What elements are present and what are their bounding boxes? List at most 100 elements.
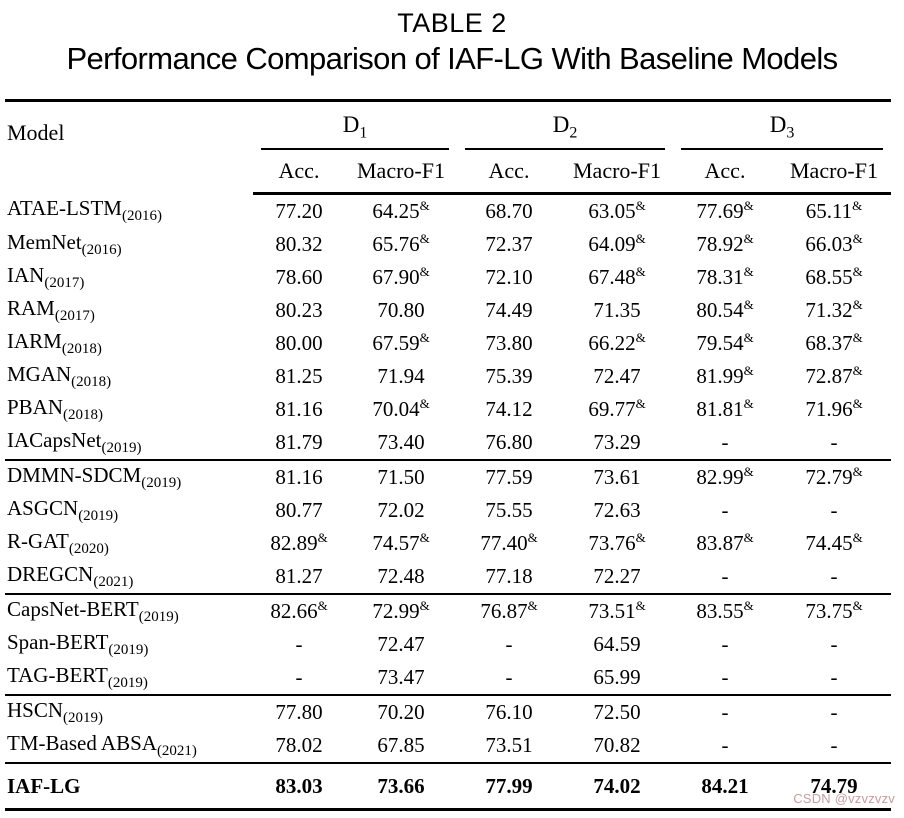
watermark: CSDN @vzvzvzv — [793, 791, 895, 806]
metric-value-cell: 67.85 — [377, 733, 425, 757]
table-row: HSCN(2019) 77.80 70.20 76.10 72.50- - — [5, 694, 891, 729]
metric-value-cell: - — [830, 733, 838, 757]
metric-value-cell: 73.75& — [777, 593, 891, 628]
metric-value-cell: 76.10 — [457, 694, 561, 729]
model-name-cell: Span-BERT(2019) — [7, 629, 149, 659]
significance-marker: & — [419, 198, 430, 213]
dataset-group-header-row: Model D1 D2 D3 — [5, 101, 891, 150]
significance-marker: & — [852, 297, 863, 312]
table-row: PBAN(2018) 81.16 70.04& 74.12 69.77& 81.81& 71… — [5, 393, 891, 426]
significance-marker: & — [852, 264, 863, 279]
d2-label: D2 — [465, 112, 665, 150]
metric-value-cell: 75.39 — [485, 364, 533, 388]
metric-value-cell: - — [830, 498, 838, 522]
table-row: TM-Based ABSA(2021) 78.02 67.85 73.51 70.82 -… — [5, 729, 891, 763]
significance-marker: & — [852, 530, 863, 545]
d3-label: D3 — [681, 112, 883, 150]
significance-marker: & — [419, 530, 430, 545]
metric-value-cell: 78.60 — [275, 265, 323, 289]
model-name-cell: R-GAT(2020) — [7, 528, 109, 558]
significance-marker: & — [743, 198, 754, 213]
model-year-subscript: (2019) — [78, 508, 119, 525]
metric-value-cell: - — [721, 564, 729, 588]
model-name-cell: IACapsNet(2019) — [7, 427, 142, 457]
significance-marker: & — [743, 598, 754, 613]
metric-value-cell: 76.80 — [485, 430, 533, 454]
dataset-d1-name: D — [342, 112, 360, 138]
metric-value-cell: - — [721, 498, 729, 522]
significance-marker: & — [635, 598, 646, 613]
table-row: MemNet(2016) 80.32 65.76& 72.37 64.09& 78.92&… — [5, 228, 891, 261]
metric-value-cell: 77.80 — [253, 694, 345, 729]
model-name-cell: DREGCN(2021) — [7, 561, 134, 591]
table-row: DREGCN(2021) 81.27 72.48 77.18 72.27 - - — [5, 560, 891, 594]
metric-value-cell: 82.66& — [253, 593, 345, 628]
metric-value-cell: 70.20 — [345, 694, 457, 729]
table-row: IARM(2018) 80.00 67.59& 73.80 66.22& 79.54& 68… — [5, 327, 891, 360]
table-row: IACapsNet(2019) 81.79 73.40 76.80 73.29 - - — [5, 426, 891, 460]
metric-value-cell: 68.37& — [805, 330, 863, 355]
metric-value-cell: 74.57& — [372, 530, 430, 555]
dataset-group-d1: D1 — [253, 101, 457, 150]
table-row: R-GAT(2020) 82.89& 74.57& 77.40& 73.76& 83.87… — [5, 527, 891, 560]
metric-value-cell: 72.47 — [377, 632, 425, 656]
dataset-group-d3: D3 — [673, 101, 891, 150]
metric-value-cell: 80.00 — [275, 331, 323, 355]
acc-header-d2: Acc. — [457, 150, 561, 195]
table-row: ASGCN(2019) 80.77 72.02 75.55 72.63 - - — [5, 494, 891, 527]
metric-value-cell: 83.87& — [696, 530, 754, 555]
metric-value-cell: 73.40 — [377, 430, 425, 454]
metric-value-cell: 69.77& — [588, 396, 646, 421]
model-name-cell: HSCN(2019) — [5, 694, 253, 729]
significance-marker: & — [527, 530, 538, 545]
significance-marker: & — [419, 330, 430, 345]
model-name-cell: PBAN(2018) — [7, 394, 104, 424]
model-year-subscript: (2021) — [93, 574, 134, 591]
significance-marker: & — [852, 330, 863, 345]
metric-value-cell: 72.50 — [561, 694, 673, 729]
metric-header-row: Acc. Macro-F1 Acc. Macro-F1 Acc. Macro-F… — [5, 150, 891, 195]
metric-value-cell: 71.50 — [345, 459, 457, 494]
metric-value-cell: - — [505, 665, 513, 689]
metric-value-cell: 71.32& — [805, 297, 863, 322]
metric-value-cell: 72.37 — [485, 232, 533, 256]
metric-value-cell: 80.32 — [275, 232, 323, 256]
dataset-d3-subscript: 3 — [786, 125, 795, 142]
metric-value-cell: 66.22& — [588, 330, 646, 355]
metric-value-cell: - — [830, 564, 838, 588]
significance-marker: & — [743, 530, 754, 545]
significance-marker: & — [419, 598, 430, 613]
model-column-header: Model — [7, 120, 65, 145]
metric-value-cell: 77.40& — [480, 530, 538, 555]
metric-value-cell: 71.94 — [377, 364, 425, 388]
metric-value-cell: 72.27 — [593, 564, 641, 588]
model-year-subscript: (2019) — [108, 642, 149, 659]
metric-value-cell: - — [721, 665, 729, 689]
model-year-subscript: (2017) — [54, 308, 95, 325]
metric-value-cell: 72.87& — [805, 363, 863, 388]
metric-value-cell: 77.69& — [696, 198, 754, 223]
model-year-subscript: (2019) — [101, 440, 142, 457]
metric-value-cell: 72.10 — [485, 265, 533, 289]
model-year-subscript: (2019) — [141, 475, 182, 492]
metric-value-cell: 71.35 — [593, 298, 641, 322]
table-header: Model D1 D2 D3 Acc. Macro-F1 Acc. Macro-… — [5, 101, 891, 195]
metric-value-cell: 74.49 — [485, 298, 533, 322]
dataset-d2-name: D — [552, 112, 570, 138]
metric-value-cell: 78.92& — [696, 231, 754, 256]
metric-value-cell: 64.25& — [372, 198, 430, 223]
metric-value-cell: - — [721, 733, 729, 757]
metric-value-cell: 78.31& — [696, 264, 754, 289]
model-year-subscript: (2021) — [156, 743, 197, 760]
model-name-cell: IAN(2017) — [7, 262, 85, 292]
f1-header-d2: Macro-F1 — [561, 150, 673, 195]
metric-value-cell: - — [505, 632, 513, 656]
metric-value-cell: - — [830, 665, 838, 689]
metric-value-cell: 81.99& — [696, 363, 754, 388]
model-year-subscript: (2017) — [44, 275, 85, 292]
metric-value-cell: 67.48& — [588, 264, 646, 289]
table-number: TABLE 2 — [397, 8, 507, 38]
metric-value-cell: 65.99 — [593, 665, 641, 689]
metric-value-cell: - — [673, 694, 777, 729]
metric-value-cell: 73.47 — [377, 665, 425, 689]
